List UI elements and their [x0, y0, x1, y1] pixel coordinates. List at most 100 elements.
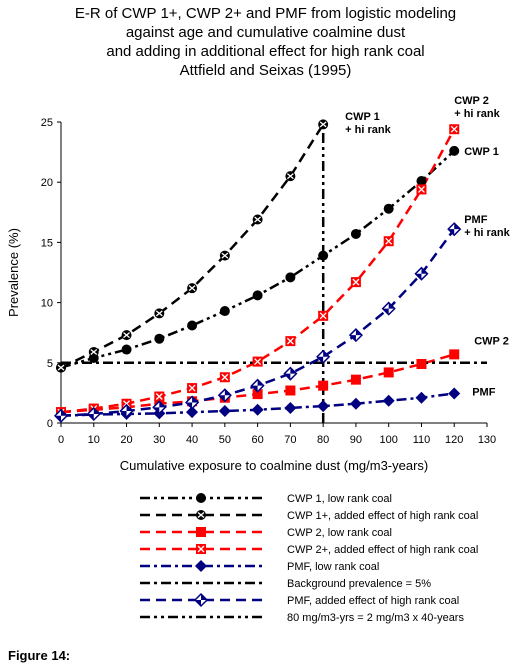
marker-diamond-fill — [448, 223, 461, 236]
marker-square — [383, 367, 394, 378]
title-line: against age and cumulative coalmine dust — [125, 24, 406, 41]
marker-square — [449, 349, 460, 360]
x-tick-label: 100 — [380, 434, 398, 446]
data-point — [252, 214, 263, 225]
legend-entry-label: CWP 2, low rank coal — [287, 527, 392, 539]
marker-cross — [286, 337, 294, 345]
marker-diamond — [284, 401, 297, 414]
marker-diamond-fill — [120, 404, 133, 417]
data-point — [316, 349, 331, 364]
y-tick-label: 20 — [41, 177, 53, 189]
data-point — [350, 228, 361, 239]
data-point — [252, 290, 263, 301]
marker-cross — [197, 512, 205, 518]
data-point — [218, 404, 231, 417]
marker-diamond — [251, 403, 264, 416]
legend-entry-label: CWP 1, low rank coal — [287, 493, 392, 505]
marker-cross — [450, 125, 458, 133]
annotation-line: CWP 1 — [464, 146, 499, 158]
data-point — [350, 374, 361, 385]
data-point — [251, 403, 264, 416]
data-point — [219, 250, 230, 261]
data-point — [416, 184, 427, 195]
marker-cross — [221, 373, 229, 381]
marker-cross — [188, 384, 196, 392]
data-point — [414, 266, 429, 281]
data-point — [349, 397, 362, 410]
marker-cross — [123, 332, 130, 339]
data-point — [449, 349, 460, 360]
data-point — [285, 336, 296, 347]
marker-diamond-fill — [87, 407, 100, 420]
marker-square — [350, 374, 361, 385]
data-point — [187, 383, 198, 394]
marker-cross — [319, 121, 327, 128]
x-tick-label: 20 — [120, 434, 132, 446]
annotation-label: CWP 1 — [464, 146, 499, 158]
data-point — [252, 356, 263, 367]
legend-marker — [196, 527, 206, 537]
data-point — [154, 391, 165, 402]
marker-diamond — [415, 391, 428, 404]
marker-circle — [383, 203, 394, 214]
data-point — [448, 387, 461, 400]
marker-cross — [197, 545, 205, 553]
x-tick-label: 0 — [58, 434, 64, 446]
data-point — [185, 395, 200, 410]
y-axis-label: Prevalence (%) — [6, 228, 21, 317]
data-point — [186, 406, 199, 419]
data-point — [121, 398, 132, 409]
marker-circle — [121, 344, 132, 355]
annotation-line: + hi rank — [464, 227, 510, 239]
marker-square — [252, 389, 263, 400]
data-point — [154, 333, 165, 344]
marker-diamond-fill — [284, 367, 297, 380]
marker-diamond-fill — [55, 409, 67, 422]
marker-diamond-fill — [218, 389, 231, 402]
x-tick-label: 40 — [186, 434, 198, 446]
legend-entry-label: Background prevalence = 5% — [287, 578, 431, 590]
data-point — [187, 283, 198, 294]
marker-cross — [319, 312, 327, 320]
data-point — [382, 394, 395, 407]
data-point — [285, 171, 296, 182]
marker-cross — [418, 185, 425, 193]
data-point — [284, 401, 297, 414]
marker-circle — [196, 493, 206, 503]
data-point — [318, 119, 329, 130]
data-point — [217, 388, 232, 403]
marker-circle — [416, 175, 427, 186]
marker-diamond-fill — [251, 379, 264, 392]
marker-cross — [352, 278, 360, 286]
marker-circle — [187, 320, 198, 331]
data-point — [283, 366, 298, 381]
marker-diamond-fill — [153, 401, 166, 414]
annotation-label: CWP 2 — [474, 335, 509, 347]
marker-square — [196, 527, 206, 537]
data-point — [121, 344, 132, 355]
data-point — [86, 406, 101, 422]
data-point — [350, 277, 361, 288]
legend-marker — [196, 493, 206, 503]
data-point — [152, 400, 167, 415]
x-tick-label: 70 — [284, 434, 296, 446]
y-tick-label: 10 — [41, 298, 53, 310]
marker-diamond — [218, 404, 231, 417]
data-point — [383, 203, 394, 214]
data-point — [449, 145, 460, 156]
annotation-line: CWP 1 — [345, 111, 380, 123]
marker-diamond-fill — [382, 302, 395, 315]
annotation-line: PMF — [464, 214, 488, 226]
annotation-line: + hi rank — [454, 108, 500, 120]
marker-diamond-fill — [317, 350, 330, 363]
marker-circle — [449, 145, 460, 156]
legend-entry-label: CWP 1+, added effect of high rank coal — [287, 510, 478, 522]
legend-entry-label: PMF, added effect of high rank coal — [287, 595, 459, 607]
legend-marker — [195, 560, 207, 572]
legend: CWP 1, low rank coal CWP 1+, added effect… — [140, 493, 478, 624]
data-point — [56, 362, 66, 373]
series-markers — [53, 119, 462, 423]
data-point — [53, 408, 69, 423]
marker-square — [318, 380, 329, 391]
